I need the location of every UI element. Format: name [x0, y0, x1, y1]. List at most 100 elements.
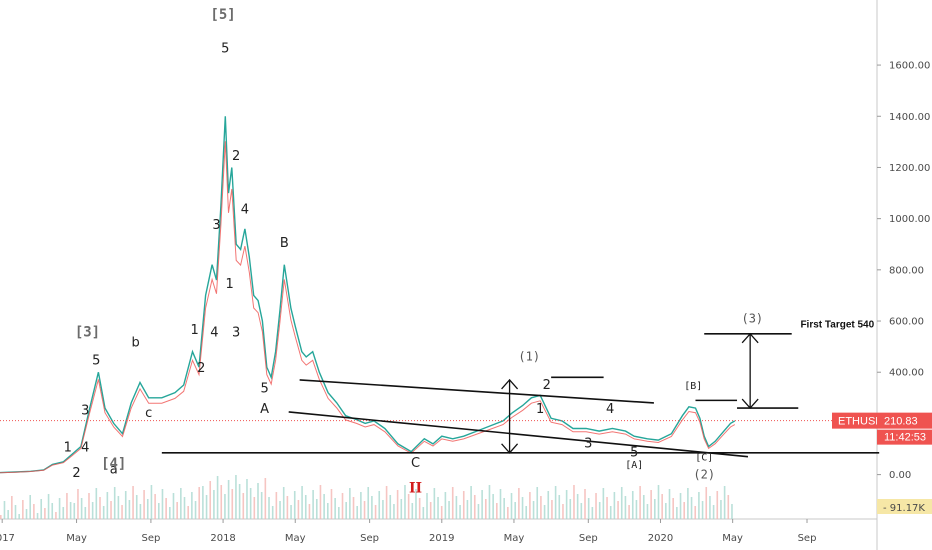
volume-bar — [363, 501, 366, 519]
volume-bar — [473, 495, 476, 519]
wave-label: [3] — [75, 324, 100, 340]
volume-bar — [213, 490, 215, 519]
volume-bar — [687, 488, 689, 519]
volume-bar — [44, 508, 46, 519]
volume-bar — [183, 497, 186, 519]
wave-label: 2 — [72, 466, 80, 481]
volume-bar — [496, 503, 498, 519]
y-tick-label: 1400.00 — [889, 112, 930, 123]
volume-bar — [565, 490, 568, 519]
volume-bar — [110, 501, 112, 519]
x-tick-label: May — [285, 533, 306, 544]
volume-bar — [694, 506, 697, 519]
measure-arrow-head-down — [501, 443, 519, 454]
volume-bar — [293, 491, 296, 519]
measure-arrow-head-up — [741, 332, 759, 344]
x-tick-label: Sep — [579, 533, 598, 544]
volume-bar — [547, 491, 550, 519]
volume-bar — [503, 498, 505, 519]
wave-label: 2 — [543, 378, 551, 393]
volume-bar — [698, 492, 700, 519]
volume-bar — [194, 501, 197, 519]
volume-bar — [620, 487, 623, 519]
x-tick-label: May — [722, 533, 743, 544]
volume-bar — [301, 486, 303, 519]
wave-label: 1 — [225, 277, 233, 292]
wave-label: a — [110, 462, 118, 477]
volume-bar — [598, 502, 601, 519]
volume-bar — [705, 487, 708, 519]
volume-bar — [304, 495, 307, 519]
volume-bar — [172, 493, 175, 519]
volume-bar — [202, 486, 204, 519]
wave-label: 3 — [212, 218, 220, 233]
volume-bar — [455, 496, 458, 519]
wave-label: [B] — [684, 381, 702, 392]
volume-bar — [58, 498, 61, 519]
volume-bar — [536, 487, 539, 519]
volume-bar — [80, 498, 83, 519]
countdown-tag — [877, 429, 932, 445]
volume-bar — [393, 504, 395, 519]
volume-bar — [11, 496, 13, 519]
volume-bar — [683, 502, 686, 519]
y-tick-label: 0.00 — [889, 470, 911, 481]
volume-bar — [169, 507, 171, 519]
volume-bar — [462, 491, 465, 519]
volume-bar — [360, 492, 362, 519]
y-tick-label: 400.00 — [889, 368, 924, 379]
volume-bar — [422, 507, 425, 519]
volume-bar — [701, 501, 704, 519]
wave-label: 4 — [241, 203, 249, 218]
volume-tag — [877, 499, 932, 514]
volume-bar — [165, 498, 167, 519]
wave-label: 1 — [191, 323, 199, 338]
wave-label: 5 — [630, 446, 638, 461]
volume-bar — [330, 489, 333, 519]
volume-bar — [657, 485, 660, 519]
y-tick-label: 1200.00 — [889, 163, 930, 174]
volume-bar — [279, 501, 281, 519]
volume-bar — [525, 506, 528, 519]
volume-bar — [587, 498, 590, 519]
volume-bar — [0, 515, 2, 519]
volume-bar — [661, 494, 663, 519]
volume-bar — [84, 507, 87, 519]
volume-bar — [573, 485, 575, 519]
volume-bar — [712, 505, 715, 519]
volume-bar — [562, 504, 564, 519]
volume-bar — [521, 497, 524, 519]
volume-bar — [635, 500, 638, 519]
wave-label: 3 — [232, 325, 240, 340]
volume-bar — [367, 487, 370, 519]
volume-bar — [121, 505, 123, 519]
volume-bar — [224, 494, 226, 519]
volume-bar — [429, 502, 432, 519]
volume-bar — [66, 493, 68, 519]
volume-bar — [55, 512, 57, 519]
wave-label: B — [280, 236, 289, 251]
volume-bar — [73, 503, 76, 519]
volume-bar — [157, 503, 160, 519]
volume-bar — [180, 488, 182, 519]
x-tick-label: May — [504, 533, 525, 544]
volume-bar — [315, 499, 318, 519]
volume-bar — [451, 487, 454, 519]
volume-bar — [639, 486, 641, 519]
x-tick-label: 2018 — [210, 533, 235, 544]
volume-bar — [99, 497, 101, 519]
volume-bar — [191, 492, 193, 519]
volume-bar — [507, 507, 509, 519]
volume-bar — [286, 496, 289, 519]
volume-bar — [411, 503, 414, 519]
volume-bar — [7, 510, 9, 519]
volume-bar — [569, 499, 572, 519]
volume-bar — [723, 486, 726, 519]
volume-bar — [33, 504, 35, 519]
volume-bar — [253, 497, 256, 519]
volume-bar — [716, 491, 719, 519]
volume-bar — [327, 503, 329, 519]
wave-label: b — [131, 336, 139, 351]
